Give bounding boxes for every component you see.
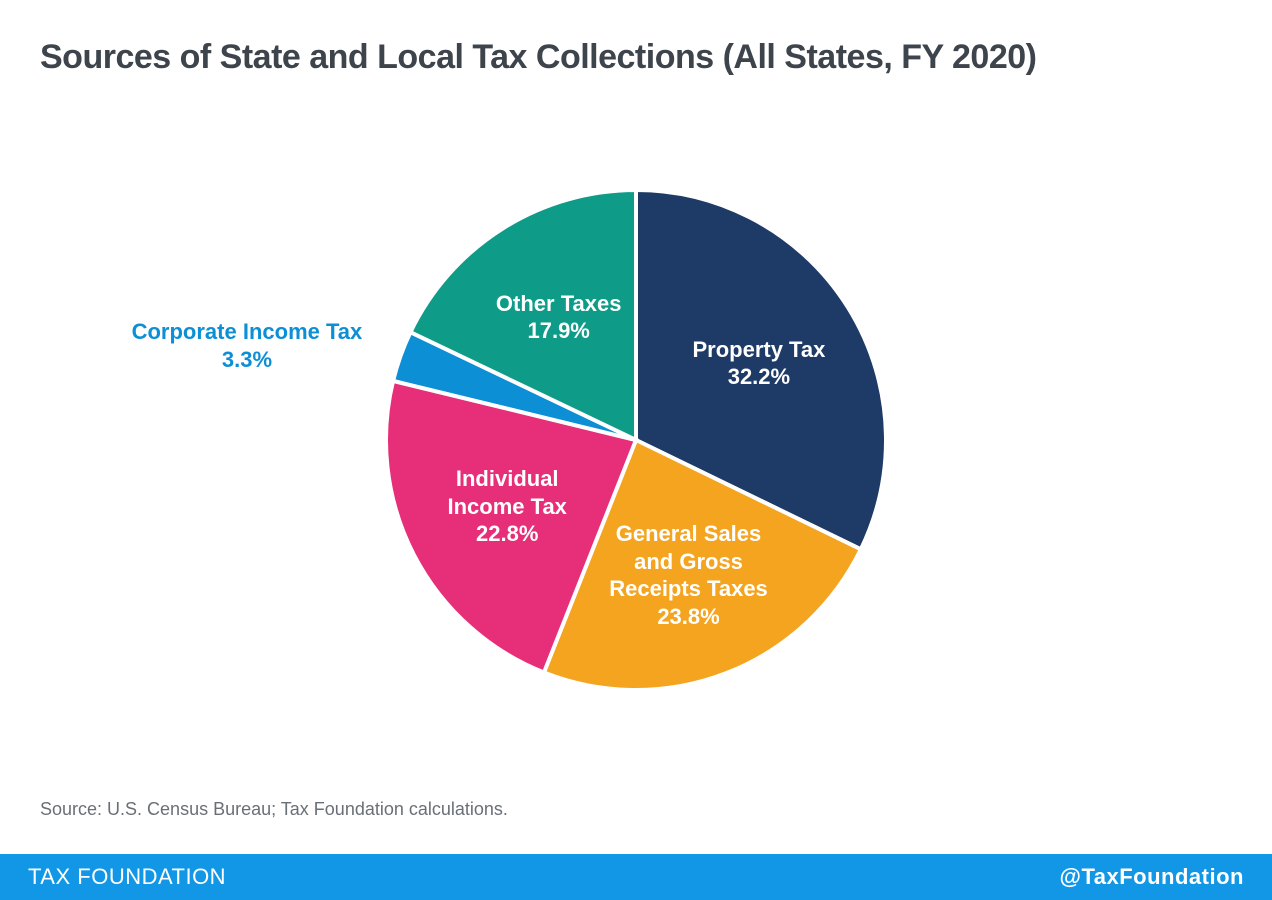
footer-handle: @TaxFoundation [1060,864,1244,890]
chart-area: Property Tax32.2%General Salesand GrossR… [0,120,1272,760]
footer-bar: TAX FOUNDATION @TaxFoundation [0,854,1272,900]
pie-label-corporate: Corporate Income Tax3.3% [132,318,363,373]
pie-label-individual: IndividualIncome Tax22.8% [397,465,617,548]
pie-label-other: Other Taxes17.9% [449,290,669,345]
source-note: Source: U.S. Census Bureau; Tax Foundati… [40,799,508,820]
footer-brand: TAX FOUNDATION [28,864,226,890]
chart-card: Sources of State and Local Tax Collectio… [0,0,1272,900]
chart-title: Sources of State and Local Tax Collectio… [40,38,1036,77]
pie-label-property: Property Tax32.2% [649,336,869,391]
